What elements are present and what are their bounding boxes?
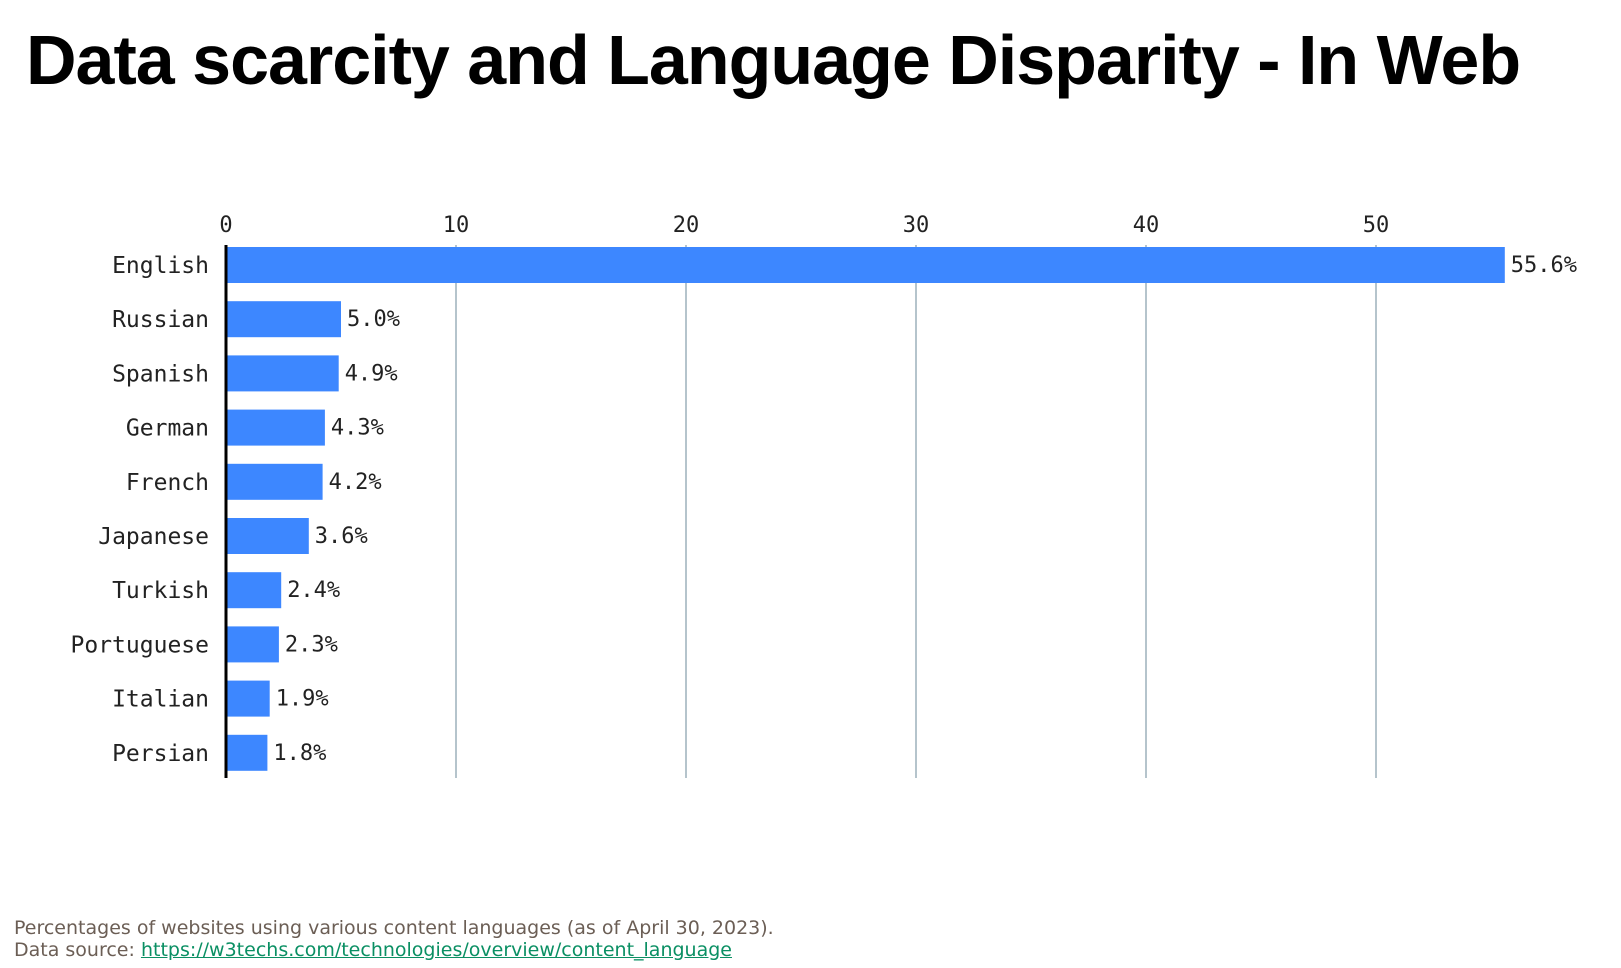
value-label: 4.3% <box>331 416 384 441</box>
bars <box>226 247 1505 771</box>
bar-french <box>226 463 323 500</box>
x-tick-label: 30 <box>903 213 930 238</box>
bar-japanese <box>226 518 309 554</box>
value-label: 1.8% <box>273 741 326 766</box>
category-labels: English Russian Spanish German French Japanes… <box>71 253 209 767</box>
bar-italian <box>226 680 270 717</box>
category-label: German <box>126 416 209 442</box>
x-tick-label: 0 <box>219 213 232 238</box>
category-label: Japanese <box>98 524 209 550</box>
bar-german <box>226 409 325 446</box>
category-label: Russian <box>112 307 209 333</box>
x-tick-labels: 0 10 20 30 40 50 <box>219 213 1389 238</box>
caption-description: Percentages of websites using various co… <box>14 917 774 939</box>
category-label: Spanish <box>112 361 209 387</box>
grid-lines <box>455 245 1377 778</box>
value-label: 55.6% <box>1511 253 1577 278</box>
bar-portuguese <box>226 626 279 663</box>
value-label: 2.4% <box>287 578 340 603</box>
x-tick-label: 10 <box>443 213 470 238</box>
category-label: French <box>126 470 209 496</box>
value-label: 4.9% <box>345 361 398 386</box>
bar-spanish <box>226 355 339 392</box>
category-label: Italian <box>112 687 209 713</box>
value-label: 2.3% <box>285 632 338 657</box>
bar-russian <box>226 301 341 338</box>
value-label: 1.9% <box>276 687 329 712</box>
caption-source: Data source: https://w3techs.com/technol… <box>14 939 774 961</box>
x-tick-label: 40 <box>1133 213 1160 238</box>
category-label: English <box>112 253 209 279</box>
x-tick-label: 20 <box>673 213 700 238</box>
source-prefix: Data source: <box>14 939 141 961</box>
value-labels: 55.6% 5.0% 4.9% 4.3% 4.2% 3.6% 2.4% 2.3% 1.9% 1.8… <box>273 253 1577 766</box>
chart-caption: Percentages of websites using various co… <box>14 917 774 961</box>
value-label: 4.2% <box>329 470 382 495</box>
x-tick-label: 50 <box>1363 213 1390 238</box>
bar-persian <box>226 734 268 771</box>
category-label: Persian <box>112 741 209 767</box>
source-link[interactable]: https://w3techs.com/technologies/overvie… <box>140 939 732 961</box>
bar-turkish <box>226 572 282 609</box>
slide-title: Data scarcity and Language Disparity - I… <box>26 21 1521 99</box>
category-label: Portuguese <box>71 632 209 658</box>
value-label: 5.0% <box>347 307 400 332</box>
category-label: Turkish <box>112 578 209 604</box>
value-label: 3.6% <box>315 524 368 549</box>
bar-english <box>226 247 1505 283</box>
